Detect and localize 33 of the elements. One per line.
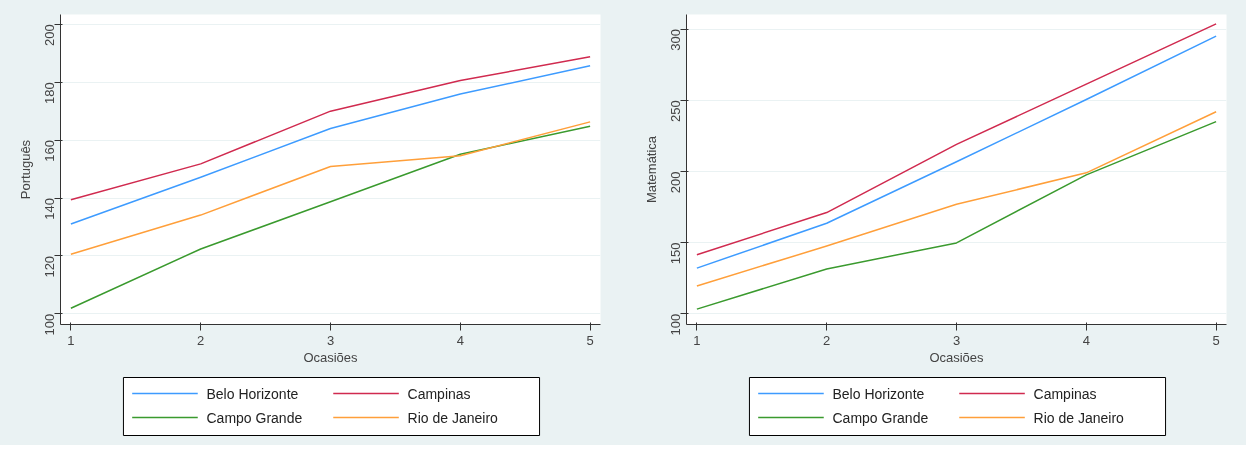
legend-label: Campinas [1033, 385, 1097, 402]
y-tick-label: 180 [42, 82, 57, 104]
x-tick-label: 3 [952, 332, 961, 348]
x-tick-label: 2 [823, 332, 831, 348]
x-tick-label: 5 [586, 332, 594, 348]
x-tick-label: 1 [67, 332, 75, 348]
y-tick-label: 120 [42, 255, 57, 278]
y-tick-label: 100 [42, 313, 57, 336]
legend-label: Campinas [407, 385, 471, 402]
legend-label: Belo Horizonte [832, 385, 925, 402]
y-tick-label: 140 [42, 198, 57, 220]
x-tick-label: 2 [197, 332, 205, 348]
legend-label: Campo Grande [832, 409, 929, 426]
y-tick-label: 160 [42, 140, 57, 162]
y-axis-title: Matemática [643, 135, 659, 204]
legend-label: Campo Grande [206, 409, 303, 426]
x-axis-title: Ocasiões [303, 349, 359, 365]
x-tick-label: 5 [1212, 332, 1220, 348]
x-tick-label: 4 [1082, 332, 1090, 348]
y-tick-label: 250 [668, 100, 683, 122]
x-axis-title: Ocasiões [929, 349, 985, 365]
y-tick-label: 150 [668, 242, 683, 265]
y-axis-title: Português [17, 139, 33, 200]
y-tick-label: 200 [668, 171, 683, 194]
legend-label: Rio de Janeiro [1033, 409, 1125, 426]
y-tick-label: 200 [42, 24, 57, 47]
y-tick-label: 100 [668, 313, 683, 336]
legend-label: Belo Horizonte [206, 385, 299, 402]
legend-label: Rio de Janeiro [407, 409, 499, 426]
x-tick-label: 3 [326, 332, 335, 348]
x-tick-label: 1 [693, 332, 701, 348]
y-tick-label: 300 [668, 29, 683, 51]
x-tick-label: 4 [456, 332, 464, 348]
